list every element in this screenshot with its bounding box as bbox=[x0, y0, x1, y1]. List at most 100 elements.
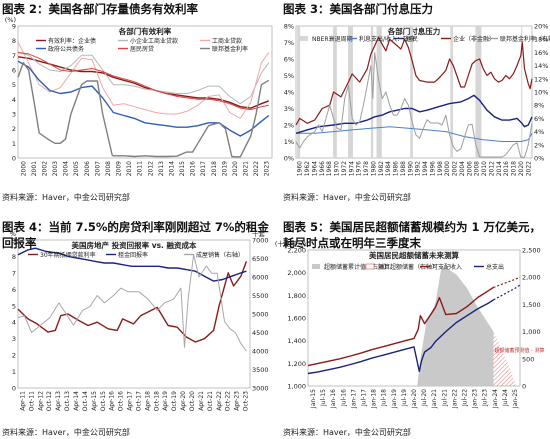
fig5-ytick-label: 1,000 bbox=[287, 383, 306, 391]
fig5-xtick-label: Jul-20 bbox=[421, 389, 428, 407]
fig2-series-line bbox=[17, 56, 270, 109]
fig4-series-line bbox=[17, 254, 247, 352]
fig5-y2tick-label: 1,500 bbox=[522, 301, 541, 309]
fig2-xtick-label: 2007 bbox=[94, 161, 101, 176]
fig5-ytick-label: 1,800 bbox=[287, 292, 306, 300]
fig3-y2tick-label: 2% bbox=[534, 141, 544, 149]
fig4-xtick-label: Apr-22 bbox=[216, 391, 223, 411]
fig2-ytick-label: 7 bbox=[12, 52, 16, 60]
fig5-xtick-label: Jan-24 bbox=[492, 389, 499, 409]
fig2-xtick-label: 2017 bbox=[200, 161, 207, 176]
fig4-legend-label: 租金回报率 bbox=[118, 251, 148, 259]
fig4-series-line bbox=[17, 247, 247, 282]
fig3-xtick-label: 1992 bbox=[415, 161, 422, 176]
fig4-xtick-label: Apr-18 bbox=[144, 391, 151, 411]
fig3-xtick-label: 1990 bbox=[407, 161, 414, 176]
fig2-xtick-label: 2008 bbox=[105, 161, 112, 176]
fig2-xtick-label: 2009 bbox=[116, 161, 123, 176]
fig3-y2tick-label: 16% bbox=[534, 49, 548, 57]
fig5-xtick-label: Jan-18 bbox=[371, 389, 378, 409]
fig5-ytick-label: 1,400 bbox=[287, 337, 306, 345]
fig4-xtick-label: Oct-22 bbox=[225, 391, 232, 411]
fig3-xtick-label: 2006 bbox=[466, 161, 473, 176]
figure-4-title: 图表 4：当前 7.5%的房贷利率刚刚超过 7%的租金回报率 bbox=[2, 220, 269, 250]
fig4-ytick-label: 8 bbox=[12, 253, 16, 261]
fig4-ytick-label: 6 bbox=[12, 286, 16, 294]
fig3-legend-label: 利息支出/收入：政府 bbox=[359, 35, 415, 43]
fig4-y2unit: 千套 bbox=[252, 229, 266, 238]
fig2-legend-label: 居民房贷 bbox=[130, 45, 154, 53]
fig3-y2tick-label: 8% bbox=[534, 102, 544, 110]
fig3-y2tick-label: 12% bbox=[534, 75, 548, 83]
fig5-ytick-label: 2,200 bbox=[287, 247, 306, 255]
fig2-xtick-label: 2020 bbox=[232, 161, 239, 176]
fig5-excess-savings-area bbox=[417, 266, 494, 386]
fig3-ytick-label: 2% bbox=[284, 122, 294, 130]
fig2-xtick-label: 2021 bbox=[243, 161, 250, 176]
fig5-xtick-label: Jul-24 bbox=[502, 389, 509, 407]
fig3-y2tick-label: 10% bbox=[534, 89, 548, 97]
fig3-recession-band bbox=[410, 26, 413, 158]
fig3-xtick-label: 1980 bbox=[370, 161, 377, 176]
fig5-yunit: (十亿美元) bbox=[275, 239, 306, 248]
fig3-xtick-label: 1978 bbox=[363, 161, 370, 176]
fig3-xtick-label: 1972 bbox=[341, 161, 348, 176]
fig4-xtick-label: Oct-19 bbox=[171, 391, 178, 411]
fig5-annotation: 超额储蓄预测值 - 测算 bbox=[495, 347, 545, 354]
fig5-xtick-label: Jan-16 bbox=[330, 389, 337, 409]
fig3-series-line bbox=[295, 36, 533, 126]
fig3-ytick-label: 7% bbox=[284, 39, 294, 47]
fig3-recession-band bbox=[376, 26, 382, 158]
fig3-y2tick-label: 0% bbox=[534, 155, 544, 163]
fig3-y2tick-label: 18% bbox=[534, 36, 548, 44]
fig2-legend-label: 政府公共债务 bbox=[48, 45, 84, 53]
fig5-series-line bbox=[493, 276, 521, 288]
fig2-xtick-label: 2001 bbox=[31, 161, 38, 176]
fig4-ytick-label: 3 bbox=[12, 335, 16, 343]
fig2-yunit: (%) bbox=[5, 16, 16, 24]
figure-2-source: 资料来源：Haver，中金公司研究部 bbox=[2, 193, 130, 202]
fig2-legend-label: 工商业贷款 bbox=[212, 37, 242, 45]
fig2-xtick-label: 2000 bbox=[20, 161, 27, 176]
fig4-yunit: % bbox=[10, 230, 16, 238]
fig2-ytick-label: 8 bbox=[12, 37, 16, 45]
fig4-xtick-label: Oct-14 bbox=[82, 391, 89, 411]
fig4-xtick-label: Apr-21 bbox=[198, 391, 205, 411]
fig3-recession-band bbox=[475, 26, 482, 158]
fig4-xtick-label: Oct-20 bbox=[189, 391, 196, 411]
fig2-ytick-label: 0 bbox=[12, 155, 16, 163]
fig3-frame bbox=[295, 25, 533, 159]
fig5-legend-swatch bbox=[365, 263, 375, 270]
fig4-ytick-label: 1 bbox=[12, 368, 16, 376]
fig3-xtick-label: 1968 bbox=[326, 161, 333, 176]
fig2-series-line bbox=[17, 60, 270, 137]
fig2-xtick-label: 2018 bbox=[211, 161, 218, 176]
fig5-xtick-label: Jan-25 bbox=[512, 389, 519, 409]
fig5-xtick-label: Jan-20 bbox=[411, 389, 418, 409]
figure-5-title: 图表 5：美国居民超额储蓄规模约为 1 万亿美元，耗尽时点或在明年三季度末 bbox=[283, 220, 542, 250]
fig5-xtick-label: Jul-18 bbox=[381, 389, 388, 407]
fig3-ytick-label: 0% bbox=[284, 155, 294, 163]
fig4-xtick-label: Apr-20 bbox=[180, 391, 187, 411]
fig3-xtick-label: 1970 bbox=[334, 161, 341, 176]
figure-4-source: 资料来源：Haver，中金公司研究部 bbox=[2, 428, 130, 437]
fig4-y2tick-label: 4000 bbox=[252, 348, 269, 356]
fig2-series-line bbox=[17, 51, 270, 105]
fig3-ytick-label: 4% bbox=[284, 89, 294, 97]
fig4-xtick-label: Apr-15 bbox=[91, 391, 98, 411]
fig2-xtick-label: 2019 bbox=[221, 161, 228, 176]
fig5-projection-area bbox=[493, 331, 516, 386]
fig4-xtick-label: Apr-16 bbox=[109, 391, 116, 411]
fig2-ytick-label: 6 bbox=[12, 67, 16, 75]
fig5-xtick-label: Jul-17 bbox=[361, 389, 368, 407]
fig2-xtick-label: 2014 bbox=[168, 161, 175, 176]
fig2-ytick-label: 1 bbox=[12, 140, 16, 148]
fig5-xtick-label: Jan-17 bbox=[350, 389, 357, 409]
fig2-ytick-label: 2 bbox=[12, 125, 16, 133]
fig3-xtick-label: 1986 bbox=[393, 161, 400, 176]
fig4-frame bbox=[17, 239, 251, 389]
fig3-xtick-label: 2020 bbox=[518, 161, 525, 176]
fig4-ytick-label: 9 bbox=[12, 237, 16, 245]
fig5-inner-title: 美国居民超额储蓄未来测算 bbox=[369, 250, 459, 260]
figure-5-source: 资料来源：Haver，中金公司研究部 bbox=[283, 428, 411, 437]
